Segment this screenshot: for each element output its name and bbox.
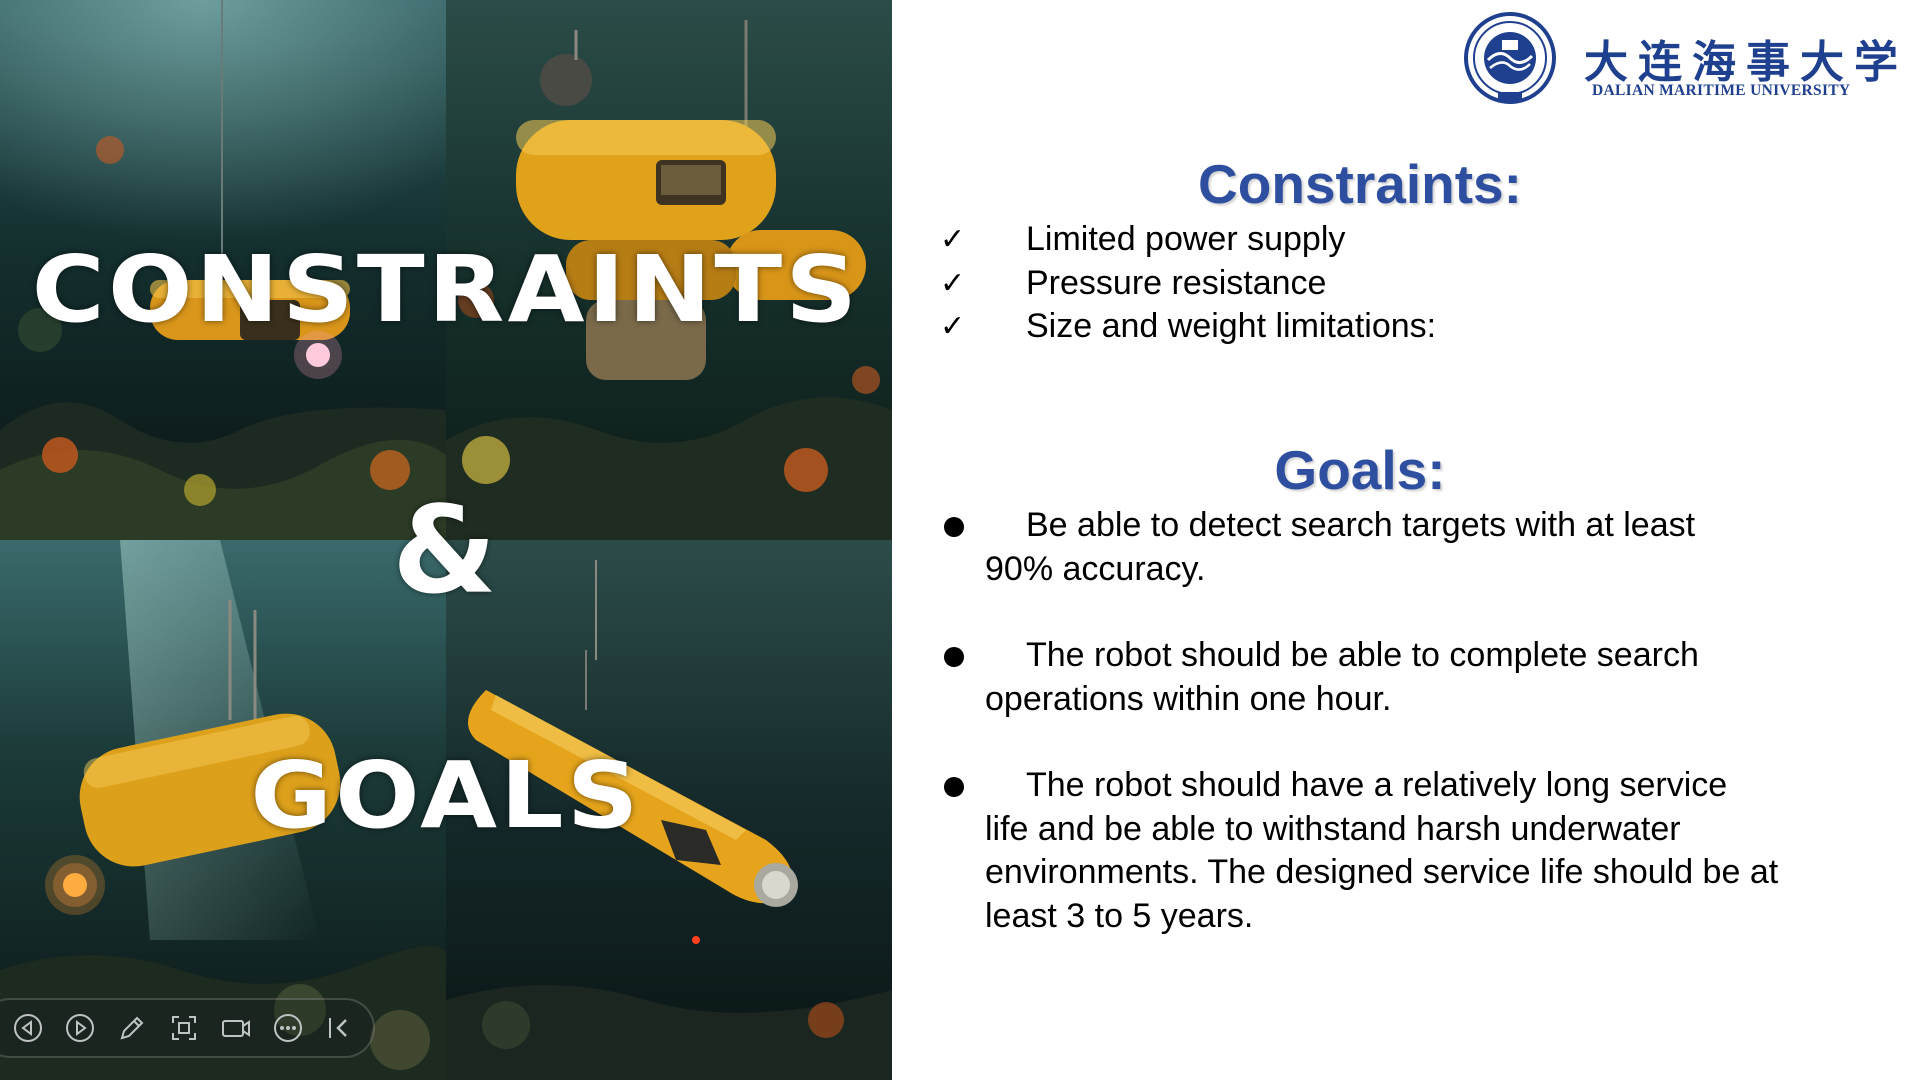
screenshot-button[interactable]	[168, 1012, 200, 1044]
submarine-image-top-left	[0, 0, 446, 540]
more-icon	[274, 1014, 302, 1042]
goal-text: Be able to detect search targets with at…	[985, 506, 1696, 588]
logo-chinese-name: 大连海事大学	[1584, 37, 1908, 88]
goal-text: The robot should be able to complete sea…	[985, 636, 1699, 718]
collage-title-constraints: CONSTRAINTS	[31, 236, 861, 343]
constraint-text: Limited power supply	[1026, 220, 1346, 258]
previous-icon	[14, 1014, 42, 1042]
bullet-icon	[944, 777, 964, 797]
collapse-toolbar-button[interactable]	[324, 1012, 356, 1044]
collapse-icon	[329, 1018, 347, 1038]
university-emblem-icon	[1464, 12, 1556, 104]
checkmark-icon: ✓	[940, 309, 966, 344]
collage-title-ampersand: &	[392, 482, 500, 621]
pen-icon	[120, 1016, 144, 1040]
constraint-text: Size and weight limitations:	[1026, 307, 1437, 345]
list-item: Be able to detect search targets with at…	[940, 504, 1760, 591]
checkmark-icon: ✓	[940, 265, 966, 301]
bullet-icon	[944, 517, 964, 537]
constraint-text: Pressure resistance	[1026, 263, 1327, 302]
submarine-image-bottom-left	[0, 540, 446, 1080]
next-icon	[66, 1014, 94, 1042]
camera-button[interactable]	[220, 1012, 252, 1044]
screenshot-icon	[172, 1016, 196, 1040]
camera-icon	[222, 1020, 250, 1037]
list-item: The robot should have a relatively long …	[940, 764, 1780, 938]
submarine-collage: CONSTRAINTS & GOALS	[0, 0, 892, 1080]
submarine-image-top-right	[446, 0, 892, 540]
logo-english-name: DALIAN MARITIME UNIVERSITY	[1592, 82, 1851, 99]
goals-heading: Goals:	[1274, 439, 1446, 501]
list-item: The robot should be able to complete sea…	[940, 634, 1760, 721]
presentation-player-toolbar	[0, 998, 375, 1058]
checkmark-icon: ✓	[940, 222, 966, 257]
next-button[interactable]	[64, 1012, 96, 1044]
previous-button[interactable]	[12, 1012, 44, 1044]
goal-text: The robot should have a relatively long …	[985, 766, 1779, 935]
bullet-icon	[944, 647, 964, 667]
university-logo: 大连海事大学 DALIAN MARITIME UNIVERSITY	[1458, 12, 1898, 104]
submarine-image-bottom-right	[446, 540, 892, 1080]
pen-button[interactable]	[116, 1012, 148, 1044]
more-button[interactable]	[272, 1012, 304, 1044]
constraints-heading: Constraints:	[1198, 153, 1522, 215]
collage-title-goals: GOALS	[250, 742, 642, 849]
